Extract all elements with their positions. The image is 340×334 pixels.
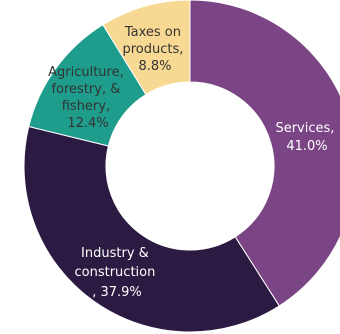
taxes-slice [102, 0, 191, 96]
taxes-label-line-2: products, [122, 42, 183, 57]
agriculture-label-line-1: Agriculture, [48, 65, 124, 80]
services-slice [189, 0, 340, 307]
agriculture-label: Agriculture, forestry, & fishery, 12.4% [48, 65, 128, 131]
services-label-line-1: Services, [275, 121, 334, 136]
services-label: Services, 41.0% [275, 121, 338, 154]
agriculture-label-line-2: forestry, & [51, 82, 120, 97]
industry-slice [23, 125, 280, 333]
industry-label-line-1: Industry & [81, 246, 149, 261]
services-value: 41.0% [286, 139, 327, 154]
slices-group [23, 0, 340, 333]
taxes-label-line-1: Taxes on [124, 25, 181, 40]
agriculture-value: 12.4% [67, 116, 108, 131]
industry-value: , 37.9% [92, 285, 142, 300]
taxes-label: Taxes on products, 8.8% [122, 25, 187, 74]
taxes-value: 8.8% [138, 59, 171, 74]
industry-label-line-2: construction [75, 265, 156, 280]
industry-label: Industry & construction , 37.9% [75, 246, 160, 300]
agriculture-label-line-3: fishery, [62, 99, 110, 114]
